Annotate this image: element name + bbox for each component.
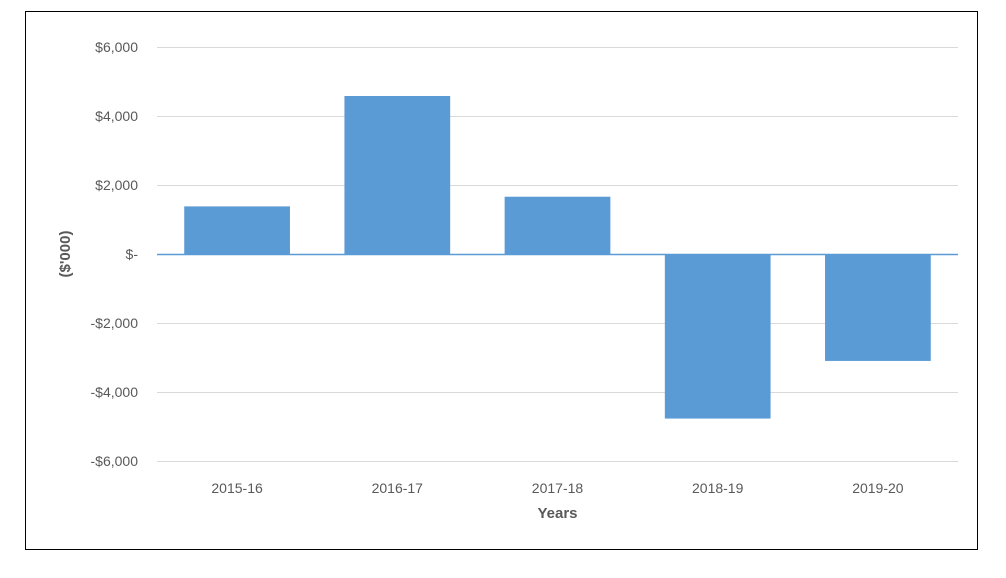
x-tick-label: 2017-18 — [532, 480, 584, 496]
x-tick-label: 2018-19 — [692, 480, 744, 496]
x-tick-labels: 2015-16 2016-17 2017-18 2018-19 2019-20 — [211, 480, 903, 496]
y-tick-label: $- — [126, 246, 139, 262]
bar-2019-20 — [825, 254, 931, 361]
y-tick-label: $4,000 — [95, 108, 138, 124]
x-tick-label: 2015-16 — [211, 480, 263, 496]
y-tick-label: -$4,000 — [91, 384, 139, 400]
y-tick-label: $2,000 — [95, 177, 138, 193]
bar-2016-17 — [344, 95, 451, 255]
chart-frame — [25, 11, 978, 550]
bar-2015-16 — [184, 206, 290, 254]
x-tick-label: 2019-20 — [852, 480, 904, 496]
bar-2018-19 — [664, 254, 771, 419]
bars — [184, 95, 931, 419]
bar-2017-18 — [504, 196, 611, 254]
x-axis-title: Years — [537, 505, 577, 522]
y-tick-label: $6,000 — [95, 39, 138, 55]
y-tick-label: -$2,000 — [91, 315, 139, 331]
y-axis-title: ($'000) — [57, 231, 74, 278]
y-tick-labels: $6,000 $4,000 $2,000 $- -$2,000 -$4,000 -$6,00… — [91, 39, 139, 469]
x-tick-label: 2016-17 — [372, 480, 424, 496]
y-tick-label: -$6,000 — [91, 453, 139, 469]
gridlines — [157, 47, 958, 462]
